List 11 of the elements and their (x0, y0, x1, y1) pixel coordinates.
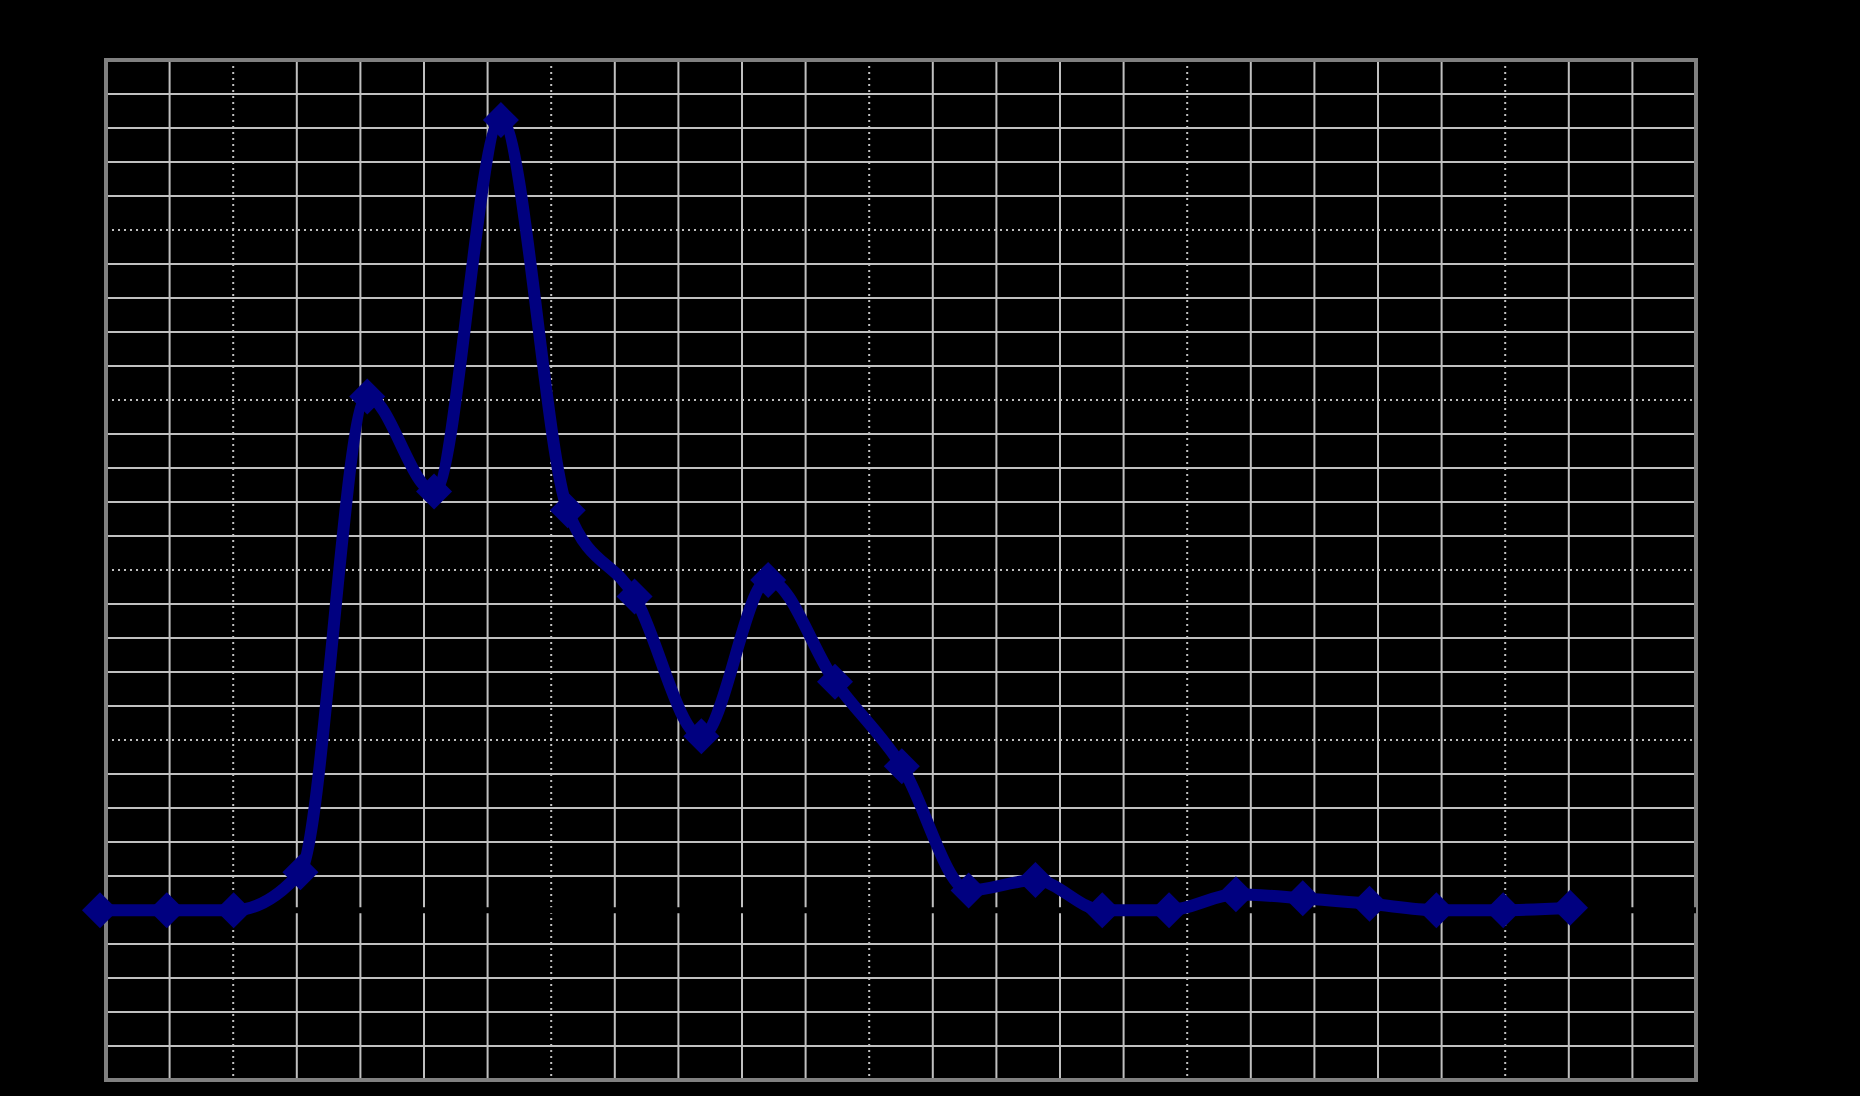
point (549, 492, 586, 529)
point (482, 102, 519, 139)
point (883, 748, 920, 785)
point (683, 718, 720, 755)
point (616, 578, 653, 615)
point (282, 854, 319, 891)
point (750, 561, 787, 598)
point (349, 378, 386, 415)
point (416, 473, 453, 510)
point (1017, 862, 1054, 899)
point (817, 663, 853, 700)
